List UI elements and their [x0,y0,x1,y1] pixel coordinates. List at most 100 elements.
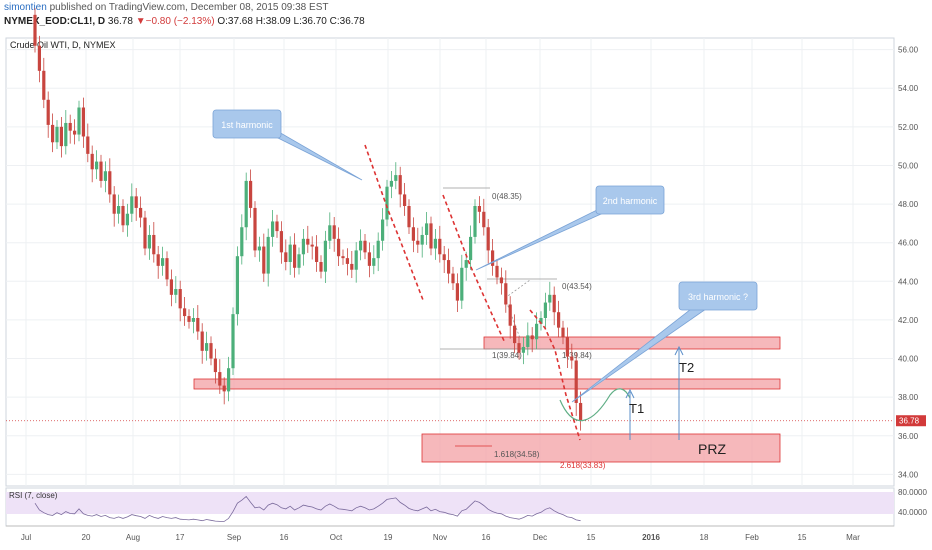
candle[interactable] [134,196,138,208]
candle[interactable] [499,277,503,284]
candle[interactable] [191,318,195,322]
candle[interactable] [565,337,569,357]
candle[interactable] [407,206,411,228]
candle[interactable] [117,206,121,214]
candle[interactable] [178,289,182,309]
candle[interactable] [301,238,305,255]
candle[interactable] [147,234,151,249]
candle[interactable] [574,360,578,403]
candle[interactable] [90,153,94,170]
callout-2nd-harmonic[interactable]: 2nd harmonic [475,185,665,271]
candle[interactable] [385,186,389,220]
candle[interactable] [183,308,187,317]
candle[interactable] [442,254,446,261]
candle[interactable] [205,343,209,351]
candle[interactable] [451,273,455,284]
candle[interactable] [121,206,125,226]
candle[interactable] [187,316,191,322]
candle[interactable] [297,254,301,268]
candle[interactable] [196,318,200,332]
candle[interactable] [156,254,160,266]
candle[interactable] [125,213,129,226]
candle[interactable] [372,258,376,266]
candle[interactable] [394,175,398,181]
candle[interactable] [513,325,517,344]
candle[interactable] [42,70,46,100]
candle[interactable] [319,262,323,272]
candle[interactable] [460,267,464,301]
candle[interactable] [315,246,319,262]
candle[interactable] [548,294,552,303]
candle[interactable] [416,240,420,245]
candle[interactable] [535,323,539,340]
price-axis[interactable]: 34.00 36.00 38.00 40.00 42.00 44.00 46.00 48.00… [898,46,919,480]
candle[interactable] [165,258,169,280]
candle[interactable] [310,244,314,247]
candle[interactable] [477,206,481,212]
candle[interactable] [64,122,68,147]
candle[interactable] [341,256,345,259]
candle[interactable] [526,335,530,347]
candle[interactable] [557,312,561,328]
candle[interactable] [257,246,261,251]
candle[interactable] [33,14,37,46]
time-axis[interactable]: Jul 20 Aug 17 Sep 16 Oct 19 Nov 16 Dec 15 2016 18 Feb 1… [21,533,860,542]
candle[interactable] [51,124,55,143]
candle[interactable] [504,283,508,305]
candle[interactable] [174,289,178,295]
candle[interactable] [227,368,231,392]
candle[interactable] [161,258,165,266]
candle[interactable] [139,207,143,218]
candle[interactable] [55,126,59,143]
candle[interactable] [284,252,288,262]
candle[interactable] [130,196,134,214]
candle[interactable] [209,343,213,359]
candle[interactable] [539,318,543,324]
candle[interactable] [271,221,275,237]
candle[interactable] [425,223,429,235]
candle[interactable] [398,175,402,195]
candle[interactable] [218,372,222,386]
callout-1st-harmonic[interactable]: 1st harmonic [212,109,363,181]
candle[interactable] [354,250,358,270]
candle[interactable] [306,238,310,245]
candle[interactable] [262,246,266,274]
candle[interactable] [213,358,217,373]
candle[interactable] [222,385,226,392]
candle[interactable] [152,234,156,255]
candle[interactable] [231,314,235,369]
candle[interactable] [332,225,336,239]
candle[interactable] [240,227,244,257]
candle[interactable] [482,211,486,228]
candle[interactable] [429,223,433,249]
candle[interactable] [543,302,547,318]
candle[interactable] [381,219,385,241]
candle[interactable] [517,343,521,353]
candle[interactable] [491,250,495,266]
candle[interactable] [323,240,327,272]
candle[interactable] [288,244,292,262]
candle[interactable] [464,260,468,268]
candle[interactable] [200,331,204,351]
candle[interactable] [420,234,424,245]
candle[interactable] [95,161,99,170]
candle[interactable] [579,402,583,421]
candle[interactable] [447,260,451,274]
candle[interactable] [389,180,393,187]
candle[interactable] [77,107,81,135]
author-link[interactable]: simontien [4,2,47,13]
candle[interactable] [244,180,248,228]
candle[interactable] [73,130,77,135]
candle[interactable] [363,240,367,253]
candle[interactable] [81,107,85,137]
candle[interactable] [328,225,332,241]
candle[interactable] [367,252,371,266]
candle[interactable] [99,161,103,181]
candles[interactable] [33,8,583,431]
candle[interactable] [411,227,415,241]
candle[interactable] [561,327,565,338]
candle[interactable] [275,221,279,232]
candle[interactable] [438,238,442,255]
candle[interactable] [552,294,556,313]
